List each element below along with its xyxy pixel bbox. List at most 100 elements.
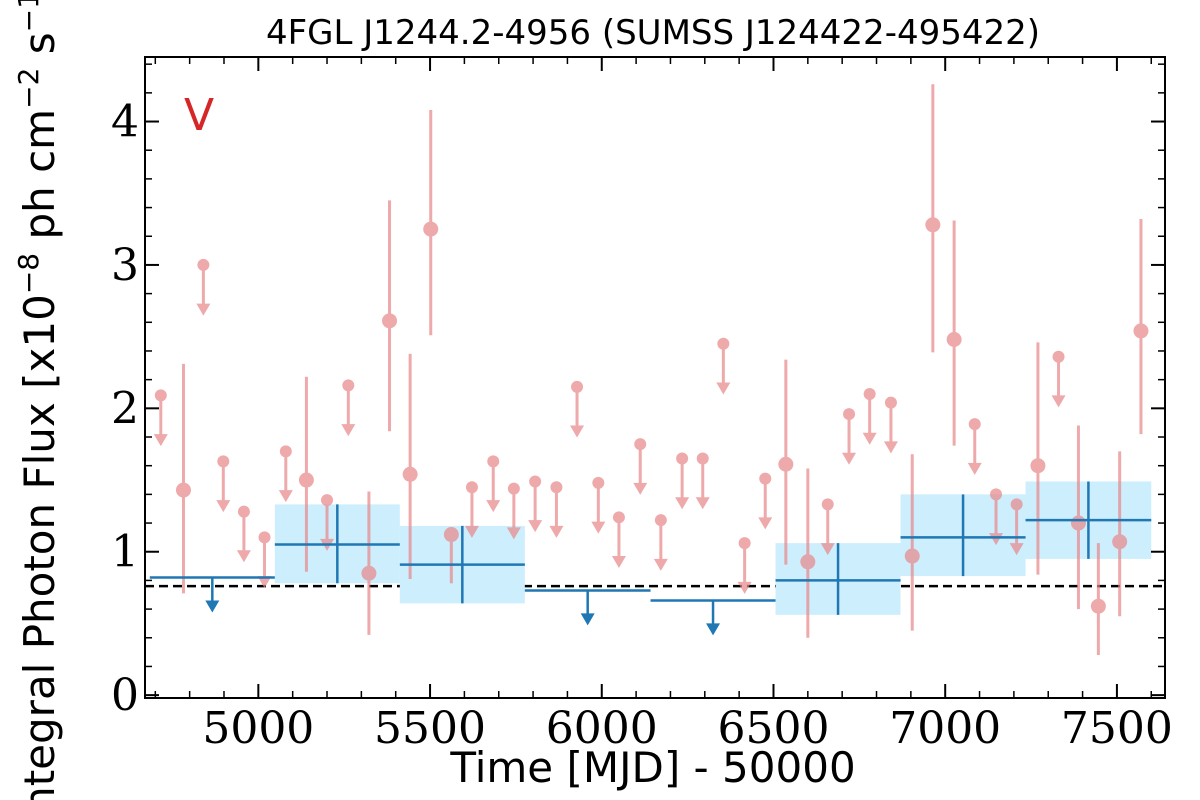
short-bin-ul-arrow-24 — [842, 452, 857, 465]
x-tick-label-0: 5000 — [202, 703, 314, 754]
panel-label: V — [184, 90, 214, 141]
short-bin-ul-marker-13 — [571, 380, 584, 393]
short-bin-ul-marker-17 — [654, 514, 667, 527]
x-ticks: 5000 5500 6000 6500 7000 7500 — [154, 57, 1173, 754]
y-tick-label-2: 2 — [111, 383, 139, 434]
long-bin-point-1 — [399, 525, 525, 604]
short-bin-point-2 — [361, 491, 377, 635]
short-bin-upper-limit-21 — [737, 537, 752, 594]
short-bin-upper-limit-20 — [716, 337, 731, 395]
short-bin-upper-limit-27 — [967, 418, 982, 475]
short-bin-ul-marker-6 — [321, 494, 334, 507]
short-bin-ul-arrow-11 — [528, 520, 543, 533]
short-bin-point-14 — [1090, 543, 1106, 655]
short-bin-marker-0 — [175, 482, 191, 498]
long-bin-upper-limit-2 — [650, 599, 776, 636]
short-bin-ul-arrow-8 — [464, 525, 479, 538]
short-bin-ul-arrow-0 — [153, 434, 168, 447]
short-bin-ul-arrow-15 — [611, 556, 626, 569]
short-bin-marker-4 — [402, 466, 418, 482]
short-bin-marker-15 — [1112, 534, 1128, 550]
short-bin-marker-8 — [800, 554, 816, 570]
short-bin-upper-limit-22 — [758, 472, 773, 530]
short-bin-ul-arrow-7 — [341, 424, 356, 437]
short-bin-upper-limit-8 — [464, 481, 479, 538]
short-bin-marker-10 — [925, 217, 941, 233]
short-bin-ul-arrow-1 — [196, 303, 211, 316]
short-bin-upper-limit-10 — [506, 482, 521, 540]
short-bin-ul-arrow-25 — [862, 432, 877, 445]
long-bin-ul-arrow-1 — [580, 613, 595, 626]
short-bin-ul-marker-18 — [676, 452, 689, 465]
short-bin-point-9 — [904, 454, 920, 631]
short-bin-ul-arrow-28 — [989, 533, 1004, 546]
short-bin-point-11 — [946, 220, 962, 446]
short-bin-marker-2 — [361, 565, 377, 581]
long-bin-point-3 — [900, 494, 1026, 577]
y-tick-label-3: 3 — [111, 240, 139, 291]
short-bin-ul-marker-15 — [612, 511, 625, 524]
short-bin-point-6 — [443, 527, 459, 584]
axes-frame — [144, 56, 1166, 699]
short-bin-ul-arrow-9 — [486, 500, 501, 513]
short-bin-ul-marker-4 — [258, 531, 271, 544]
short-bin-point-4 — [402, 353, 418, 579]
short-bin-ul-marker-24 — [843, 408, 856, 421]
plot-frame — [144, 56, 1166, 699]
short-bin-upper-limit-15 — [611, 511, 626, 569]
short-bin-upper-limit-2 — [216, 455, 231, 513]
short-bin-upper-limit-5 — [278, 445, 293, 503]
short-bin-ul-marker-30 — [1052, 350, 1065, 363]
short-bin-marker-3 — [382, 313, 398, 329]
short-bin-ul-arrow-26 — [883, 441, 898, 454]
short-bin-upper-limit-28 — [989, 488, 1004, 546]
short-bin-ul-arrow-5 — [278, 490, 293, 503]
short-bin-ul-marker-21 — [738, 537, 751, 550]
short-bin-ul-arrow-29 — [1009, 543, 1024, 556]
short-bin-ul-arrow-27 — [967, 462, 982, 475]
x-tick-label-3: 6500 — [717, 703, 829, 754]
short-bin-ul-marker-7 — [342, 379, 355, 392]
short-bin-ul-arrow-2 — [216, 500, 231, 513]
short-bin-upper-limit-18 — [675, 452, 690, 510]
short-bin-ul-arrow-13 — [570, 425, 585, 438]
short-bin-ul-marker-22 — [759, 472, 772, 485]
long-bin-point-0 — [274, 504, 400, 584]
x-tick-label-2: 6000 — [546, 703, 658, 754]
short-bin-upper-limit-11 — [528, 475, 543, 533]
short-bin-marker-7 — [778, 456, 794, 472]
short-bin-ul-marker-19 — [696, 452, 709, 465]
y-tick-label-1: 1 — [111, 527, 139, 578]
short-bin-ul-arrow-19 — [695, 497, 710, 510]
short-bin-ul-marker-20 — [717, 337, 730, 350]
x-tick-label-5: 7500 — [1061, 703, 1173, 754]
short-bin-point-12 — [1030, 342, 1046, 575]
short-bin-marker-11 — [946, 331, 962, 347]
short-bin-upper-limit-9 — [486, 455, 501, 513]
short-bin-upper-limit-19 — [695, 452, 710, 510]
short-bin-ul-marker-29 — [1010, 498, 1023, 511]
short-bin-ul-arrow-20 — [716, 382, 731, 395]
short-bin-upper-limit-0 — [153, 389, 168, 447]
short-bin-ul-arrow-4 — [257, 576, 272, 589]
short-bin-upper-limit-26 — [883, 396, 898, 454]
short-bin-ul-marker-16 — [634, 438, 647, 451]
short-bin-ul-marker-25 — [863, 387, 876, 400]
short-bin-marker-5 — [423, 221, 439, 237]
short-bin-ul-marker-8 — [465, 481, 478, 494]
short-bin-ul-marker-11 — [529, 475, 542, 488]
short-bin-ul-marker-10 — [507, 482, 520, 495]
short-bin-upper-limit-3 — [236, 505, 251, 563]
short-bin-layer — [153, 84, 1149, 655]
short-bin-ul-marker-26 — [884, 396, 897, 409]
short-bin-upper-limit-14 — [591, 476, 606, 534]
short-bin-marker-1 — [298, 472, 314, 488]
short-bin-ul-arrow-30 — [1051, 395, 1066, 408]
y-tick-label-4: 4 — [111, 97, 139, 148]
short-bin-point-5 — [423, 110, 439, 336]
short-bin-ul-arrow-18 — [675, 497, 690, 510]
x-tick-label-1: 5500 — [374, 703, 486, 754]
short-bin-ul-marker-14 — [592, 476, 605, 489]
short-bin-ul-arrow-3 — [236, 550, 251, 563]
